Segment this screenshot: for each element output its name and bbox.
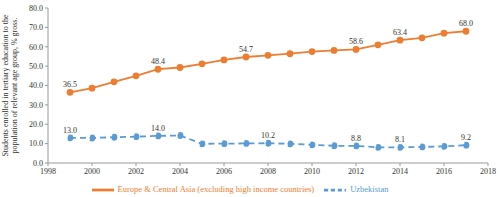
svg-text:1998: 1998	[40, 167, 56, 176]
svg-text:10.0: 10.0	[29, 139, 43, 148]
svg-text:2000: 2000	[84, 167, 100, 176]
svg-text:54.7: 54.7	[239, 45, 253, 54]
svg-text:2002: 2002	[128, 167, 144, 176]
svg-text:2004: 2004	[172, 167, 188, 176]
html-text:Uzbekistan: Uzbekistan	[350, 184, 389, 194]
svg-text:Students enrolled in tertiary: Students enrolled in tertiary education …	[8, 14, 19, 157]
svg-text:70.0: 70.0	[29, 23, 43, 32]
svg-text:40.0: 40.0	[29, 81, 43, 90]
svg-text:14.0: 14.0	[151, 124, 165, 133]
svg-text:20.0: 20.0	[29, 120, 43, 129]
svg-text:30.0: 30.0	[29, 101, 43, 110]
svg-text:60.0: 60.0	[29, 43, 43, 52]
svg-text:8.1: 8.1	[395, 135, 405, 144]
svg-text:80.0: 80.0	[29, 4, 43, 13]
svg-text:2010: 2010	[304, 167, 320, 176]
svg-text:2008: 2008	[260, 167, 276, 176]
svg-text:2014: 2014	[392, 167, 408, 176]
svg-text:68.0: 68.0	[459, 19, 473, 28]
svg-text:13.0: 13.0	[63, 126, 77, 135]
svg-text:48.4: 48.4	[151, 57, 165, 66]
svg-text:2012: 2012	[348, 167, 364, 176]
svg-text:63.4: 63.4	[393, 28, 407, 37]
svg-text:10.2: 10.2	[261, 131, 275, 140]
svg-text:0.0: 0.0	[33, 159, 43, 168]
html-text:Europe & Central Asia (excludi: Europe & Central Asia (excluding high in…	[117, 184, 315, 194]
svg-text:2016: 2016	[436, 167, 452, 176]
svg-text:8.8: 8.8	[351, 134, 361, 143]
svg-text:36.5: 36.5	[63, 80, 77, 89]
svg-text:50.0: 50.0	[29, 62, 43, 71]
svg-text:2018: 2018	[480, 167, 492, 176]
svg-text:9.2: 9.2	[461, 133, 471, 142]
svg-text:2006: 2006	[216, 167, 232, 176]
svg-text:58.6: 58.6	[349, 37, 363, 46]
